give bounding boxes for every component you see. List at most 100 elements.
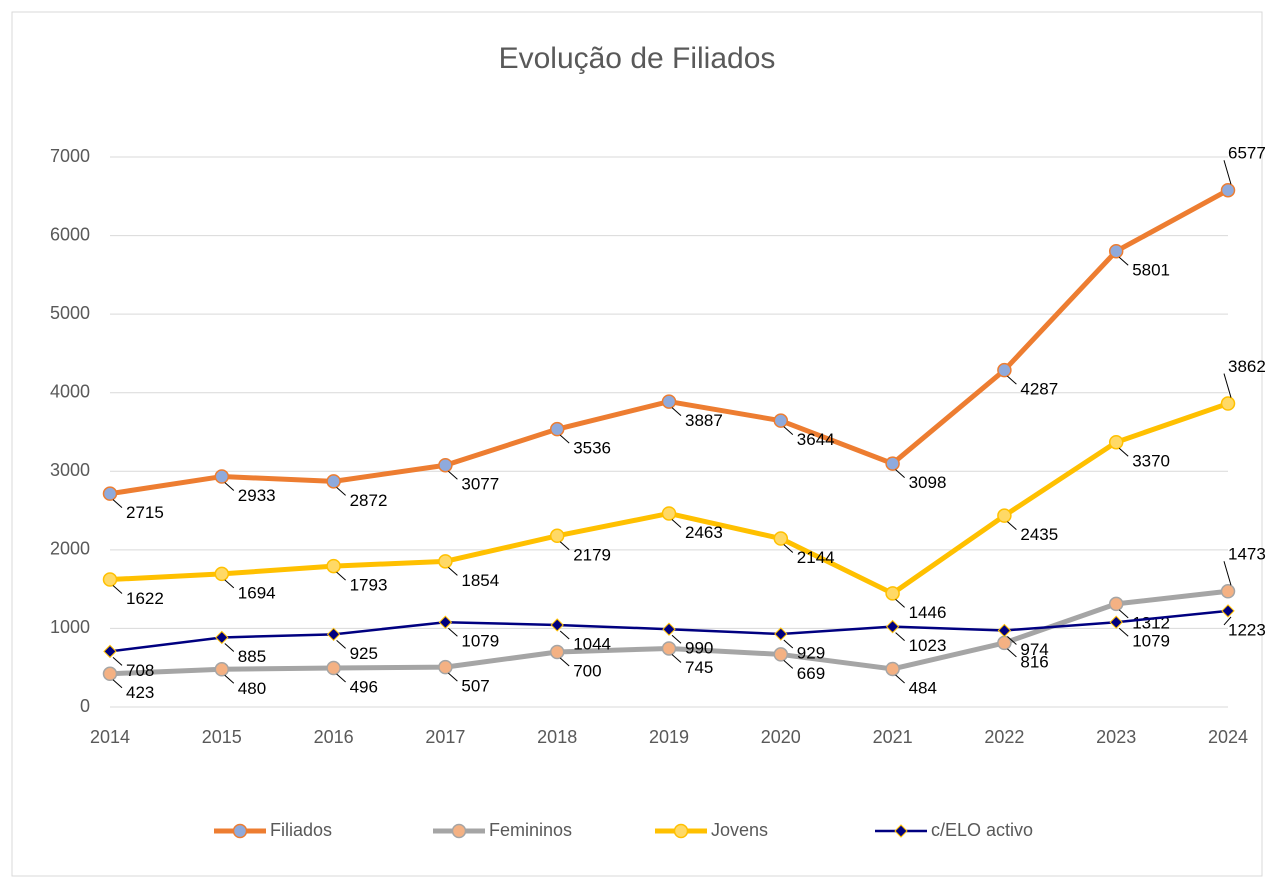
- data-label: 990: [685, 639, 713, 658]
- y-tick-label: 2000: [50, 539, 90, 559]
- data-label: 1079: [461, 632, 499, 651]
- point-marker: [326, 558, 341, 574]
- point-marker: [214, 566, 230, 582]
- point-marker: [997, 508, 1012, 523]
- x-tick-label: 2020: [761, 727, 801, 747]
- data-label: 4287: [1020, 380, 1058, 399]
- chart-border: [11, 11, 1263, 877]
- point-marker: [1220, 396, 1236, 411]
- x-tick-label: 2018: [537, 727, 577, 747]
- point-marker: [438, 554, 453, 569]
- legend-label: c/ELO activo: [931, 820, 1033, 840]
- leader-line: [895, 469, 905, 478]
- leader-line: [336, 571, 346, 581]
- data-label: 1446: [909, 603, 947, 622]
- leader-line: [448, 566, 458, 576]
- data-label: 484: [909, 678, 937, 697]
- leader-line: [224, 579, 235, 589]
- data-label: 2933: [238, 486, 276, 505]
- point-marker: [885, 456, 900, 471]
- point-marker: [326, 474, 341, 489]
- data-label: 925: [350, 644, 378, 663]
- data-label: 2463: [685, 523, 723, 542]
- leader-line: [559, 434, 570, 444]
- leader-line: [448, 672, 458, 682]
- data-label: 3887: [685, 411, 723, 430]
- point-marker: [438, 457, 453, 473]
- x-tick-label: 2015: [202, 727, 242, 747]
- data-label: 507: [461, 677, 489, 696]
- data-label: 1044: [573, 634, 611, 653]
- data-label: 2872: [350, 491, 388, 510]
- x-tick-label: 2019: [649, 727, 689, 747]
- data-label: 816: [1020, 652, 1048, 671]
- legend-marker: [451, 823, 467, 839]
- point-marker: [102, 666, 118, 682]
- point-marker: [326, 660, 341, 676]
- data-label: 496: [350, 678, 378, 697]
- leader-line: [1118, 609, 1129, 619]
- x-tick-label: 2023: [1096, 727, 1136, 747]
- point-marker: [885, 619, 900, 634]
- legend-marker: [673, 823, 689, 839]
- leader-line: [1223, 160, 1232, 185]
- data-label: 3644: [797, 430, 835, 449]
- point-marker: [438, 659, 453, 675]
- leader-line: [671, 519, 682, 528]
- x-tick-label: 2014: [90, 727, 130, 747]
- point-marker: [997, 623, 1012, 638]
- data-label: 745: [685, 658, 713, 677]
- data-label: 1079: [1132, 632, 1170, 651]
- data-label: 669: [797, 664, 825, 683]
- point-marker: [214, 469, 230, 484]
- point-marker: [550, 618, 564, 632]
- point-marker: [103, 644, 117, 659]
- legend-marker: [894, 824, 908, 838]
- leader-line: [448, 627, 458, 637]
- legend-label: Filiados: [270, 820, 332, 840]
- leader-line: [559, 657, 570, 667]
- point-marker: [1221, 604, 1235, 618]
- leader-line: [783, 639, 794, 649]
- data-label: 423: [126, 683, 154, 702]
- y-tick-label: 6000: [50, 224, 90, 244]
- data-label: 6577: [1228, 144, 1266, 163]
- y-tick-label: 4000: [50, 381, 90, 401]
- point-marker: [1220, 584, 1236, 599]
- leader-line: [1007, 521, 1017, 531]
- leader-line: [336, 486, 346, 496]
- point-marker: [885, 661, 900, 677]
- data-label: 2179: [573, 545, 611, 564]
- data-label: 2715: [126, 503, 164, 522]
- data-label: 1854: [461, 571, 499, 590]
- data-label: 3536: [573, 439, 611, 458]
- data-label: 885: [238, 647, 266, 666]
- chart-title: Evolução de Filiados: [499, 42, 776, 75]
- y-tick-label: 5000: [50, 303, 90, 323]
- point-marker: [661, 506, 677, 521]
- leader-line: [559, 541, 570, 551]
- leader-line: [1007, 636, 1017, 645]
- data-label: 1793: [350, 576, 388, 595]
- data-label: 708: [126, 661, 154, 680]
- legend-label: Femininos: [489, 820, 572, 840]
- leader-line: [112, 679, 123, 689]
- leader-line: [1007, 375, 1017, 385]
- leader-line: [448, 470, 458, 480]
- leader-line: [1223, 561, 1232, 586]
- data-label: 1473: [1228, 545, 1266, 564]
- leader-line: [895, 599, 905, 608]
- point-marker: [662, 622, 676, 636]
- leader-line: [671, 654, 682, 663]
- point-marker: [214, 662, 230, 677]
- leader-line: [1007, 648, 1017, 658]
- point-marker: [215, 630, 229, 645]
- y-tick-label: 1000: [50, 617, 90, 637]
- legend-marker: [232, 823, 248, 839]
- x-tick-label: 2024: [1208, 727, 1248, 747]
- leader-line: [112, 585, 123, 594]
- x-tick-label: 2016: [314, 727, 354, 747]
- leader-line: [559, 630, 570, 640]
- legend-label: Jovens: [711, 820, 768, 840]
